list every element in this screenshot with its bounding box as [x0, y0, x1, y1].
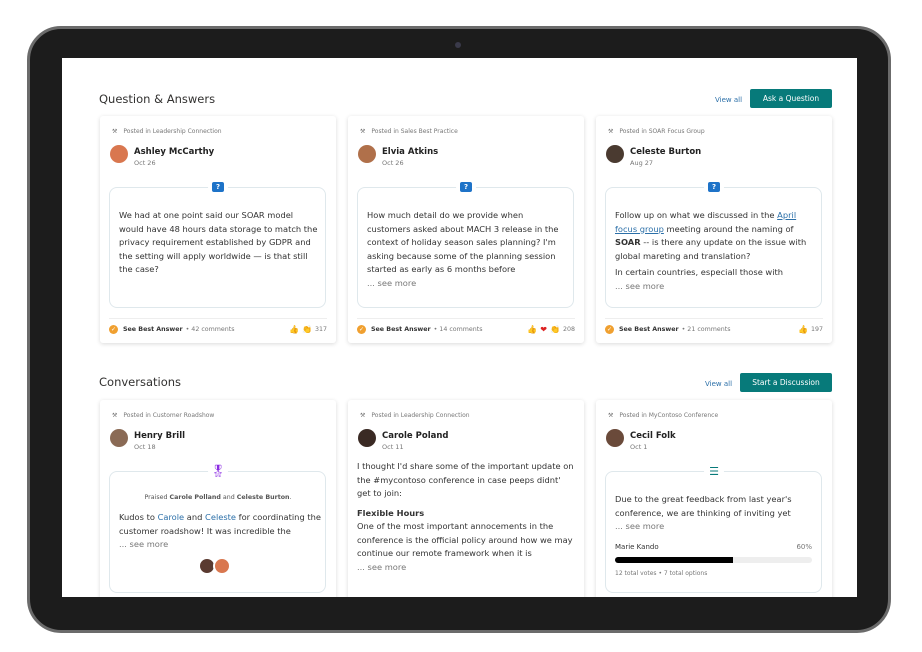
poll-bar — [615, 557, 812, 563]
praised-line: Praised Carole Polland and Celeste Burto… — [144, 494, 292, 501]
question-card[interactable]: ⚒ Posted in SOAR Focus Group Celeste Burt… — [596, 116, 832, 343]
posted-in: Posted in Sales Best Practice — [371, 128, 458, 135]
like-icon[interactable]: 👍 — [527, 325, 538, 334]
post-heading: Flexible Hours — [357, 507, 425, 518]
avatar[interactable] — [358, 429, 376, 447]
start-discussion-button[interactable]: Start a Discussion — [740, 373, 832, 392]
question-card[interactable]: ⚒ Posted in Sales Best Practice Elvia Atk… — [348, 116, 584, 343]
conv-view-all-link[interactable]: View all — [705, 380, 733, 388]
check-icon: ✓ — [109, 325, 118, 334]
question-text: Follow up on what we discussed in the Ap… — [615, 209, 816, 293]
author-name[interactable]: Celeste Burton — [630, 147, 702, 157]
posted-in: Posted in SOAR Focus Group — [619, 128, 705, 135]
clap-icon[interactable]: 👏 — [550, 325, 560, 334]
see-best-answer-link[interactable]: See Best Answer — [619, 326, 679, 333]
like-icon[interactable]: 👍 — [798, 325, 808, 334]
posted-in: Posted in Customer Roadshow — [123, 412, 215, 419]
question-icon: ? — [456, 177, 476, 197]
posted-in: Posted in Leadership Connection — [371, 412, 470, 419]
poll-question: Due to the great feedback from last year… — [615, 494, 792, 518]
check-icon: ✓ — [605, 325, 614, 334]
community-icon: ⚒ — [608, 412, 614, 419]
conversation-card[interactable]: ⚒ Posted in Customer Roadshow Henry Brill… — [100, 400, 336, 597]
community-icon: ⚒ — [360, 412, 366, 419]
april-focus-group-link[interactable]: April focus group — [615, 210, 797, 234]
post-date: Aug 27 — [630, 159, 654, 167]
poll-card[interactable]: ⚒ Posted in MyContoso Conference Cecil Fo… — [596, 400, 832, 597]
see-more-link[interactable]: ... see more — [615, 521, 665, 531]
mention-link[interactable]: Celeste — [205, 512, 237, 522]
praised-person[interactable]: Celeste Burton — [236, 494, 290, 501]
poll-icon: ☰ — [704, 461, 724, 481]
qa-title: Question & Answers — [99, 92, 216, 106]
see-best-answer-link[interactable]: See Best Answer — [123, 326, 183, 333]
author-name[interactable]: Henry Brill — [134, 431, 186, 441]
avatar[interactable] — [606, 429, 624, 447]
avatar[interactable] — [110, 145, 128, 163]
mention-link[interactable]: Carole — [157, 512, 185, 522]
avatar[interactable] — [110, 429, 128, 447]
author-name[interactable]: Cecil Folk — [630, 431, 676, 441]
comments-count[interactable]: • 14 comments — [433, 326, 483, 333]
post-date: Oct 11 — [382, 443, 404, 451]
question-text: How much detail do we provide when custo… — [367, 210, 559, 274]
see-more-link[interactable]: ... see more — [357, 561, 407, 572]
comments-count[interactable]: • 42 comments — [185, 326, 235, 333]
conversation-card[interactable]: ⚒ Posted in Leadership Connection Carole … — [348, 400, 584, 597]
check-icon: ✓ — [357, 325, 366, 334]
posted-in: Posted in Leadership Connection — [123, 128, 222, 135]
reaction-count: 208 — [562, 326, 575, 333]
community-icon: ⚒ — [608, 128, 614, 135]
post-text: I thought I'd share some of the importan… — [357, 461, 574, 498]
post-date: Oct 26 — [382, 159, 404, 167]
reaction-count: 197 — [810, 326, 823, 333]
poll-bar-fill — [615, 557, 734, 563]
poll-stats: 12 total votes • 7 total options — [615, 570, 708, 577]
posted-in: Posted in MyContoso Conference — [619, 412, 719, 419]
ask-question-button[interactable]: Ask a Question — [750, 89, 832, 108]
author-name[interactable]: Elvia Atkins — [382, 147, 439, 157]
poll-option[interactable]: Marie Kando 60% — [615, 543, 812, 551]
see-best-answer-link[interactable]: See Best Answer — [371, 326, 431, 333]
author-name[interactable]: Ashley McCarthy — [134, 147, 215, 157]
community-icon: ⚒ — [360, 128, 366, 135]
award-ribbon-icon: 🎖 — [208, 461, 228, 481]
screen: Question & Answers View all Ask a Questi… — [62, 58, 857, 597]
question-icon: ? — [704, 177, 724, 197]
comments-count[interactable]: • 21 comments — [681, 326, 731, 333]
like-icon[interactable]: 👍 — [289, 325, 299, 334]
camera — [455, 42, 461, 48]
clap-icon[interactable]: 👏 — [302, 325, 312, 334]
see-more-link[interactable]: ... see more — [615, 280, 665, 291]
community-icon: ⚒ — [112, 128, 118, 135]
avatar[interactable] — [213, 557, 231, 575]
conversations-title: Conversations — [99, 375, 182, 389]
see-more-link[interactable]: ... see more — [119, 539, 169, 549]
author-name[interactable]: Carole Poland — [382, 431, 449, 441]
avatar[interactable] — [358, 145, 376, 163]
qa-view-all-link[interactable]: View all — [715, 96, 743, 104]
praised-person[interactable]: Carole Polland — [169, 494, 221, 501]
post-text: One of the most important annocements in… — [357, 521, 573, 558]
question-icon: ? — [208, 177, 228, 197]
heart-icon[interactable]: ❤ — [540, 325, 547, 334]
question-text: We had at one point said our SOAR model … — [119, 210, 318, 274]
question-card[interactable]: ⚒ Posted in Leadership Connection Ashley … — [100, 116, 336, 343]
post-text: Kudos to Carole and Celeste for coordina… — [119, 511, 322, 552]
post-date: Oct 18 — [134, 443, 156, 451]
avatar[interactable] — [606, 145, 624, 163]
reaction-count: 317 — [314, 326, 327, 333]
post-date: Oct 26 — [134, 159, 156, 167]
see-more-link[interactable]: ... see more — [367, 277, 417, 288]
post-date: Oct 1 — [630, 443, 648, 451]
community-icon: ⚒ — [112, 412, 118, 419]
